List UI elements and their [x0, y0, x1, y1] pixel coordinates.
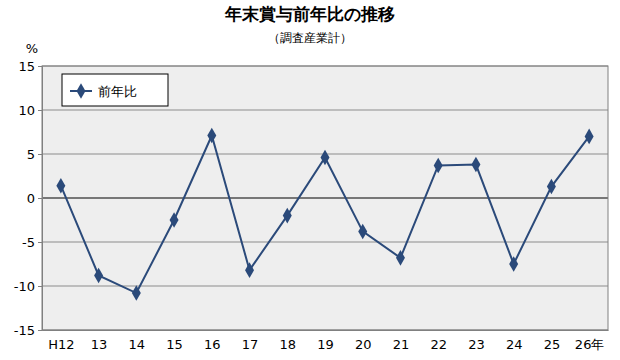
x-tick-label: 13 [91, 337, 108, 352]
series-marker [396, 250, 405, 266]
y-tick: 0 [27, 191, 42, 206]
x-tick: 23 [468, 330, 485, 352]
plot-background [42, 66, 608, 330]
plot-frame [42, 66, 608, 330]
series-marker [245, 262, 254, 278]
y-tick-mark [38, 198, 42, 199]
legend-label: 前年比 [98, 84, 137, 99]
x-tick: 15 [166, 330, 183, 352]
y-tick-mark [38, 286, 42, 287]
y-axis-line [38, 67, 43, 331]
x-tick-label: 18 [279, 337, 296, 352]
y-tick-label: 0 [27, 191, 35, 206]
y-tick-label: 10 [18, 103, 35, 118]
series-marker [207, 128, 216, 144]
x-axis: H12 13 14 15 16 17 18 19 20 21 22 23 24 25 26年 [43, 330, 609, 352]
x-tick-label: 19 [317, 337, 334, 352]
x-tick: 22 [430, 330, 447, 352]
x-tick-label: H12 [48, 337, 74, 352]
legend-box [62, 74, 168, 106]
series-marker [471, 157, 480, 173]
series-marker [321, 150, 330, 166]
y-tick-label: 15 [18, 59, 35, 74]
y-tick-label: 5 [27, 147, 35, 162]
title: 年末賞与前年比の推移 [224, 4, 395, 24]
data-marks [56, 128, 593, 301]
x-tick-label: 24 [506, 337, 523, 352]
x-tick: 26年 [575, 330, 605, 352]
x-tick-label: 16 [204, 337, 221, 352]
x-tick-label: 26年 [575, 337, 605, 352]
x-tick: 17 [242, 330, 259, 352]
grid-line [42, 286, 608, 287]
x-tick-label: 22 [430, 337, 447, 352]
x-tick: 13 [91, 330, 108, 352]
grid-line [42, 110, 608, 111]
x-tick: 25 [544, 330, 561, 352]
x-tick-label: 14 [129, 337, 146, 352]
series-marker [132, 285, 141, 301]
series-marker [358, 224, 367, 240]
legend: 前年比 [62, 74, 168, 106]
x-tick: 19 [317, 330, 334, 352]
y-axis-label: % [26, 41, 38, 56]
y-tick: -5 [22, 235, 42, 250]
series-line [61, 136, 589, 294]
y-tick-mark [38, 330, 42, 331]
series-marker [509, 256, 518, 272]
x-tick: 16 [204, 330, 221, 352]
series-marker [547, 179, 556, 195]
y-tick-label: -5 [22, 235, 35, 250]
subtitle: （調査産業計） [268, 31, 352, 45]
x-axis-line [43, 330, 609, 331]
y-tick: 15 [18, 59, 42, 74]
series-marker [170, 212, 179, 228]
x-tick: 18 [279, 330, 296, 352]
x-tick: 21 [393, 330, 410, 352]
x-tick-label: 17 [242, 337, 259, 352]
series-marker [56, 178, 65, 194]
y-tick-mark [38, 242, 42, 243]
y-axis: -15 -10 -5 0 5 10 15 [14, 59, 43, 338]
zero-line [42, 198, 608, 199]
series-marker [94, 268, 103, 284]
x-tick-label: 23 [468, 337, 485, 352]
x-tick-label: 21 [393, 337, 410, 352]
x-tick-label: 25 [544, 337, 561, 352]
x-tick: 20 [355, 330, 372, 352]
y-tick: 5 [27, 147, 42, 162]
y-tick-label: -15 [14, 323, 35, 338]
x-tick-label: 15 [166, 337, 183, 352]
plot: -15 -10 -5 0 5 10 15 H12 13 14 15 16 17 18 19 20 21 22 23 2… [14, 59, 609, 352]
y-tick-mark [38, 110, 42, 111]
series-marker [434, 158, 443, 174]
series-marker [585, 129, 594, 145]
grid-line [42, 242, 608, 243]
legend-marker [77, 83, 86, 99]
x-tick: H12 [48, 330, 74, 352]
series-marker [283, 208, 292, 224]
y-tick: -15 [14, 323, 42, 338]
y-tick-label: -10 [14, 279, 35, 294]
x-tick: 24 [506, 330, 523, 352]
y-tick-mark [38, 154, 42, 155]
chart: 年末賞与前年比の推移 （調査産業計）% -15 -10 -5 0 5 10 15 H12 13 14 1… [0, 0, 620, 360]
y-tick: -10 [14, 279, 42, 294]
x-tick: 14 [129, 330, 146, 352]
y-tick-mark [38, 66, 42, 67]
y-tick: 10 [18, 103, 42, 118]
x-tick-label: 20 [355, 337, 372, 352]
